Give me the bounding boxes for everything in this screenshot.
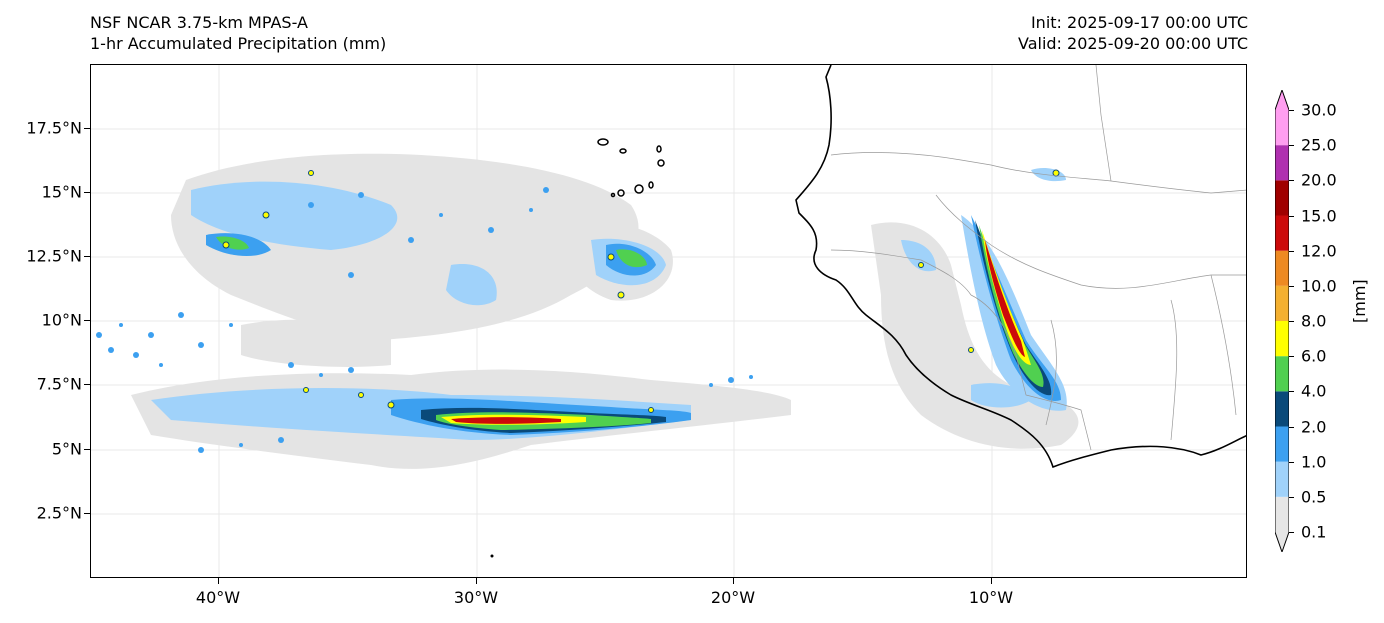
ytick-mark [84, 128, 90, 129]
title-right: Init: 2025-09-17 00:00 UTC Valid: 2025-0… [1018, 12, 1248, 54]
map-panel[interactable] [90, 64, 1247, 578]
ytick-mark [84, 320, 90, 321]
colorbar-label: 6.0 [1301, 346, 1327, 366]
xtick-mark [476, 578, 477, 584]
colorbar-tick [1289, 496, 1294, 498]
ytick-mark [84, 513, 90, 514]
colorbar-segment [1275, 180, 1289, 216]
precip-heavy-core [216, 225, 1044, 430]
colorbar-tick [1289, 215, 1294, 217]
ylabel-2-5: 2.5°N [36, 503, 82, 523]
colorbar-unit: [mm] [1350, 279, 1369, 323]
colorbar-segment [1275, 356, 1289, 392]
ylabel-12-5: 12.5°N [26, 246, 82, 266]
ylabel-17-5: 17.5°N [26, 118, 82, 138]
coastline [795, 65, 1246, 469]
colorbar-label: 20.0 [1301, 170, 1337, 190]
colorbar-label: 25.0 [1301, 135, 1337, 155]
colorbar-segment [1275, 321, 1289, 357]
xlabel-40w: 40°W [195, 588, 241, 607]
colorbar-tick [1289, 426, 1294, 428]
cape-verde-islands [597, 138, 665, 198]
colorbar-label: 0.5 [1301, 487, 1327, 507]
xtick-mark [218, 578, 219, 584]
colorbar-label: 12.0 [1301, 241, 1337, 261]
ytick-mark [84, 449, 90, 450]
colorbar-tick [1289, 391, 1294, 393]
xtick-mark [991, 578, 992, 584]
colorbar-label: 4.0 [1301, 381, 1327, 401]
ytick-mark [84, 384, 90, 385]
island-dot [490, 554, 494, 558]
colorbar-tick [1289, 356, 1294, 358]
xlabel-20w: 20°W [710, 588, 756, 607]
colorbar-label: 10.0 [1301, 276, 1337, 296]
field-title: 1-hr Accumulated Precipitation (mm) [90, 34, 387, 53]
colorbar-label: 2.0 [1301, 417, 1327, 436]
ylabel-7-5: 7.5°N [36, 374, 82, 394]
xtick-mark [733, 578, 734, 584]
colorbar-tick [1289, 285, 1294, 287]
colorbar-tick [1289, 250, 1294, 252]
ylabel-10: 10°N [41, 310, 82, 330]
colorbar-segment [1275, 496, 1289, 552]
xlabel-30w: 30°W [453, 588, 499, 607]
colorbar-tick [1289, 461, 1294, 463]
ytick-mark [84, 256, 90, 257]
init-time: Init: 2025-09-17 00:00 UTC [1030, 13, 1248, 32]
colorbar-tick [1289, 145, 1294, 147]
colorbar-tick [1289, 321, 1294, 322]
ylabel-5: 5°N [51, 439, 82, 459]
colorbar-tick [1289, 180, 1294, 182]
colorbar-label: 1.0 [1301, 452, 1327, 472]
colorbar-segment [1275, 285, 1289, 321]
colorbar-segment [1275, 145, 1289, 181]
colorbar-segment [1275, 391, 1289, 427]
valid-time: Valid: 2025-09-20 00:00 UTC [1017, 34, 1248, 53]
precip-scattered-cells [96, 187, 753, 453]
colorbar-label: 15.0 [1301, 206, 1337, 225]
colorbar-label: 30.0 [1301, 100, 1337, 120]
colorbar-label: 0.1 [1301, 522, 1327, 542]
colorbar-segment [1275, 215, 1289, 251]
country-borders [830, 65, 1246, 451]
map-svg [91, 65, 1246, 577]
colorbar-segment [1275, 461, 1289, 497]
colorbar-label: 8.0 [1301, 311, 1327, 331]
colorbar-tick [1289, 532, 1294, 533]
model-title: NSF NCAR 3.75-km MPAS-A [90, 13, 308, 32]
xlabel-10w: 10°W [968, 588, 1014, 607]
colorbar-segment [1275, 250, 1289, 286]
colorbar-segment [1275, 90, 1289, 146]
ytick-mark [84, 192, 90, 193]
colorbar-segment [1275, 426, 1289, 462]
ylabel-15: 15°N [41, 182, 82, 202]
colorbar [1275, 90, 1289, 552]
title-left: NSF NCAR 3.75-km MPAS-A 1-hr Accumulated… [90, 12, 386, 54]
colorbar-tick [1289, 110, 1294, 111]
